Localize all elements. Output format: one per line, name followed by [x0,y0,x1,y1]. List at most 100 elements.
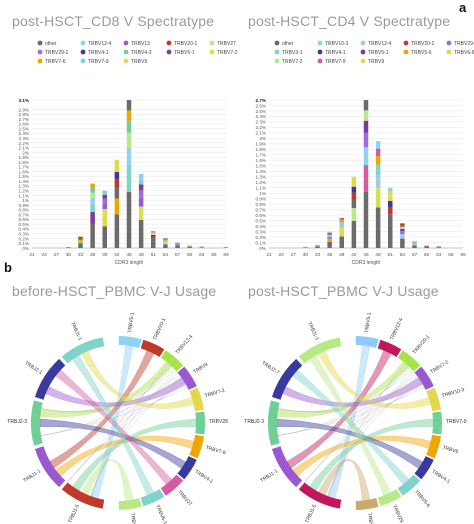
legend-swatch [37,40,43,46]
bar-segment [424,246,429,248]
y-tick-label: 0.5% [19,222,29,227]
chord-arc [271,446,303,488]
y-tick-label: 0.1% [256,240,266,245]
legend-swatch [317,58,323,64]
bar-segment [327,232,332,234]
bar-segment [375,156,381,165]
bar-segment [114,179,120,188]
bar-segment [412,245,417,248]
bar-segment [351,176,357,182]
y-tick-label: 2.6% [19,122,29,127]
x-tick-label: 21 [29,252,35,258]
chord-arc [34,358,66,400]
chord-arc [355,498,379,510]
y-tick-label: 0% [22,246,29,251]
legend-label: TRBV5-1 [368,50,389,56]
bar-segment [90,183,95,189]
legend-label: TRBV29-1 [454,41,474,47]
chord-link [327,380,421,497]
bar-segment [78,243,83,248]
legend-swatch [166,49,172,55]
bar-segment [351,220,357,248]
bar-segment [126,110,132,121]
chord-label: TRBV4-1 [430,469,451,485]
chord-label: TRBV7-2 [204,388,226,400]
x-tick-label: 51 [151,252,157,258]
chord-label: TRBJ1-5 [304,503,318,524]
bar-segment [78,239,83,242]
y-tick-label: 1.8% [256,147,266,152]
bar-segment [175,243,180,245]
y-tick-label: 1.1% [256,186,266,191]
chord-arc [298,337,342,364]
chord-arc [140,339,165,357]
legend-swatch [37,49,43,55]
x-tick-label: 60 [187,252,193,258]
chord-arc [271,358,303,400]
x-tick-label: 42 [114,252,120,258]
legend-swatch [274,49,280,55]
bar-segment [90,211,95,224]
chord-label: TRBV9 [192,362,209,376]
chord-arc [432,411,442,435]
bar-segment [163,241,168,243]
bar-segment [363,100,369,111]
y-tick-label: 1.4% [19,179,29,184]
bar-segment [78,236,83,237]
chord-link [278,369,413,412]
legend-label: TRBV5-1 [174,50,195,56]
y-tick-label: 0.2% [19,236,29,241]
bar-segment [400,223,405,226]
bar-segment [163,242,168,245]
bar-segment [388,200,393,207]
x-tick-label: 39 [339,252,345,258]
chord-arc [118,336,142,348]
chord-link [41,378,183,413]
chord-arc [160,350,184,372]
chord-diagram-post-hsct: TRBJ1-5 TRBJ1-1 TRBJ2-3 TRBJ2-7 TRBJ1-1 TRBV5… [244,312,467,524]
chord-arc [414,366,434,390]
legend-swatch [80,49,86,55]
bar-segment [327,236,332,239]
bar-segment [114,165,120,173]
y-tick-label: 1% [22,198,29,203]
x-tick-label: 24 [278,252,284,258]
chord-label: TRBV12-4 [175,334,195,356]
panel-label-b: b [4,260,12,275]
bar-segment [90,192,95,198]
x-tick-label: 33 [78,252,84,258]
legend-swatch [123,49,129,55]
x-tick-label: 36 [327,252,333,258]
chord-arc [426,434,441,459]
chord-ribbon [81,350,195,409]
y-tick-label: 1.9% [256,142,266,147]
y-tick-label: 0.4% [19,227,29,232]
bar-segment [102,203,107,210]
chord-arc [414,456,434,480]
x-tick-label: 69 [460,252,466,258]
y-tick-label: 0.3% [256,229,266,234]
chord-label: TRBV6-1 [154,504,168,524]
chord-label: TRBJ2-3 [244,419,264,425]
x-tick-label: 69 [223,252,229,258]
legend-swatch [123,58,129,64]
bar-segment [126,120,132,133]
legend-swatch [209,49,215,55]
x-tick-label: 51 [388,252,394,258]
legend-label: TRBV27 [217,41,236,47]
y-tick-label: 1.8% [19,160,29,165]
chord-arc [397,474,421,496]
bar-segment [102,209,107,216]
chart-cd4-spectratype: other TRBV10-3 TRBV12-4 TRBV20-1 TRBV29-1 TRB… [256,40,474,266]
legend-swatch [360,40,366,46]
chord-label: TRBJ2-1 [23,360,43,376]
bar-segment [78,241,83,244]
legend-swatch [166,40,172,46]
chord-link [278,378,420,413]
y-tick-label: 0.1% [19,241,29,246]
chord-label: TRBJ2-7 [260,360,280,376]
y-tick-label: 0.5% [256,218,266,223]
y-tick-label: 0.7% [256,207,266,212]
bar-segment [327,233,332,236]
bar-segment [375,175,381,189]
